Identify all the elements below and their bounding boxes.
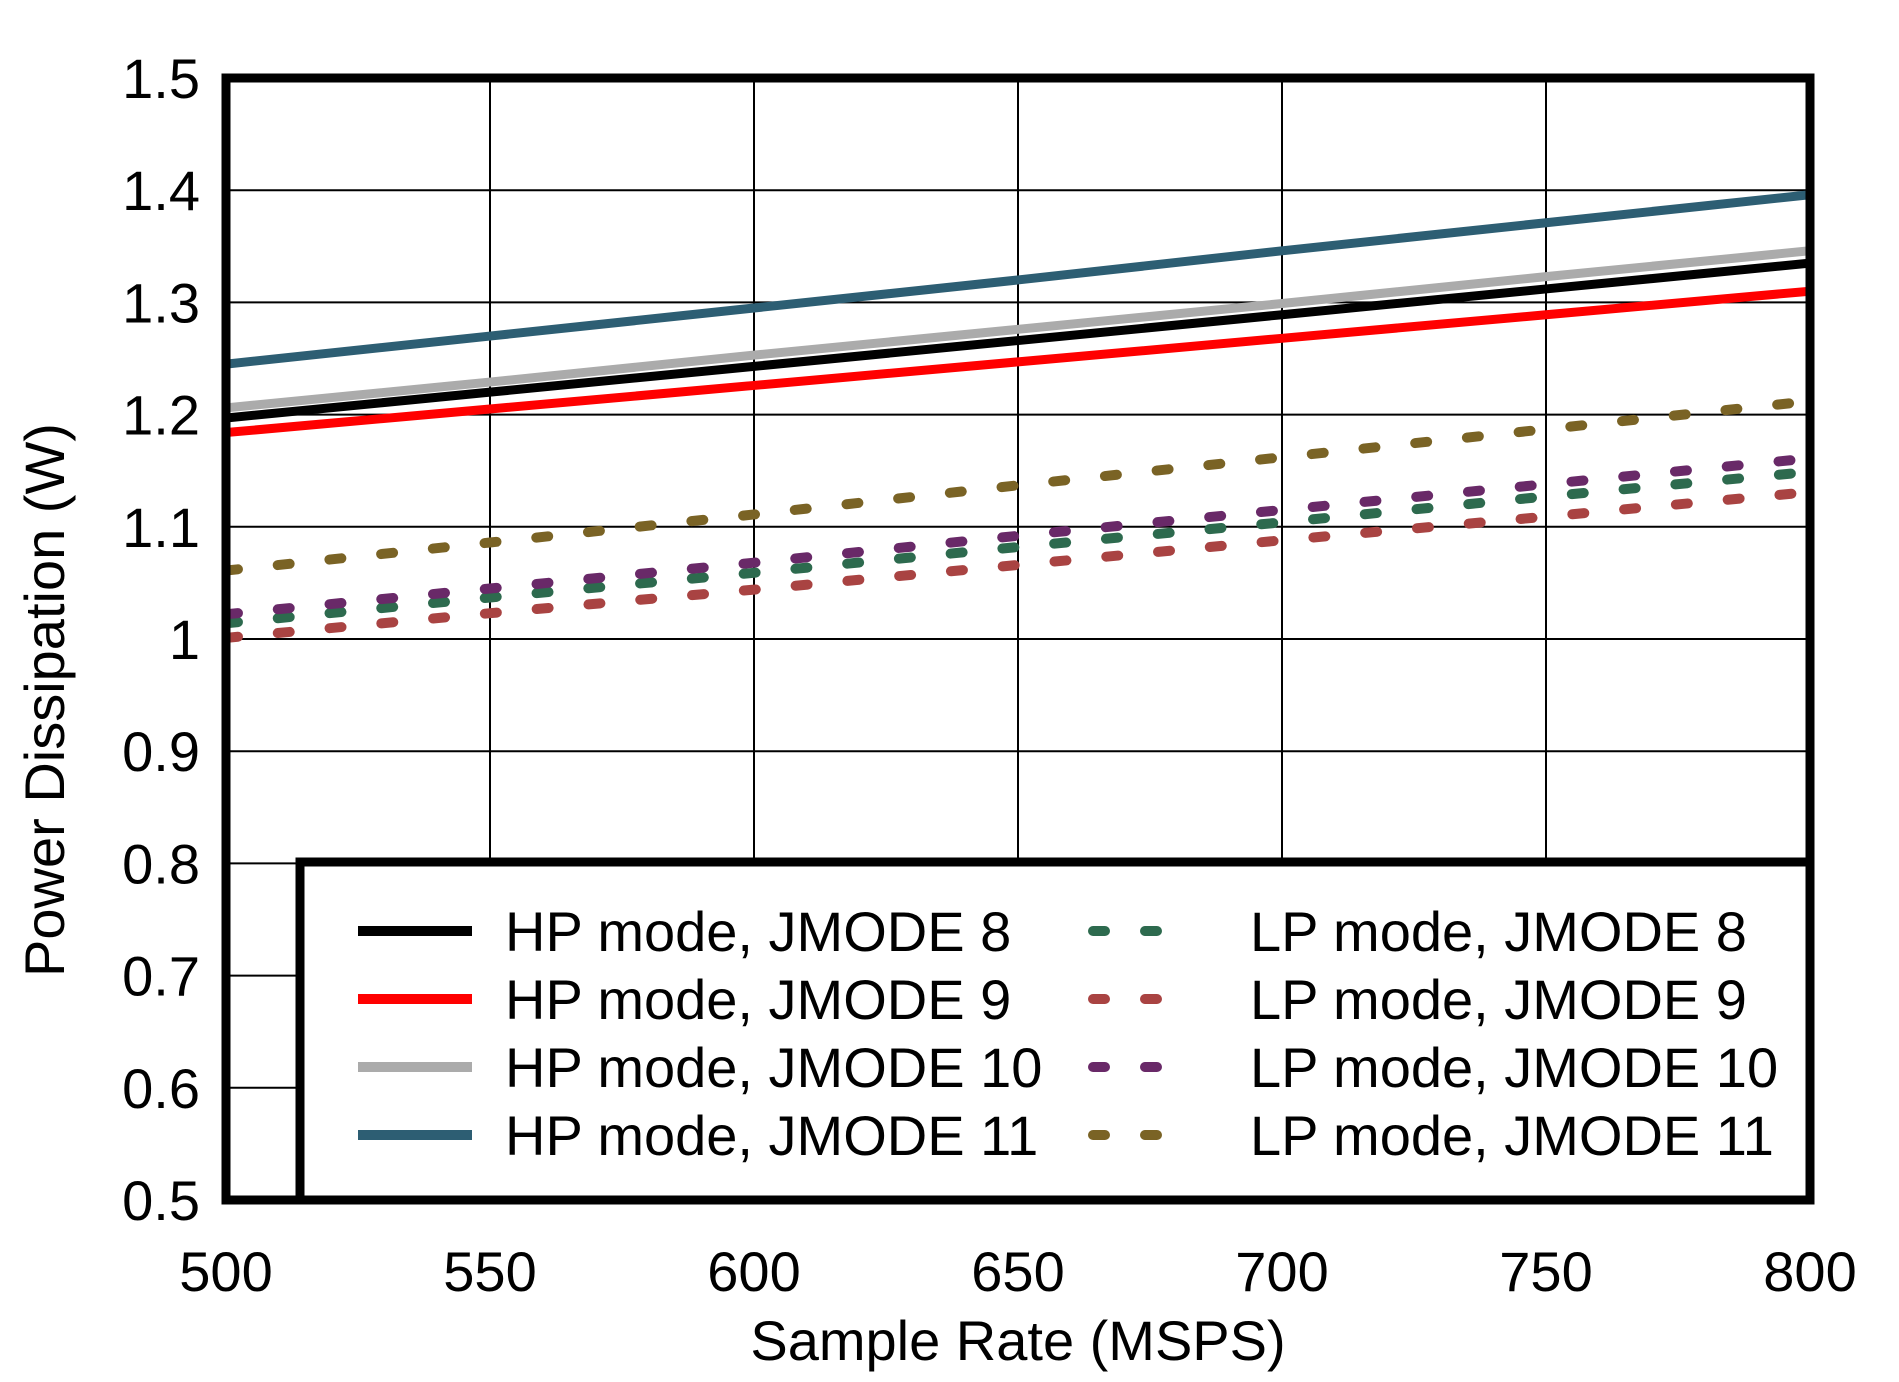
legend-item-hp-mode-jmode-9: HP mode, JMODE 9 (358, 968, 1011, 1031)
y-tick-label: 0.8 (122, 832, 200, 895)
legend-item-hp-mode-jmode-11: HP mode, JMODE 11 (358, 1104, 1038, 1167)
x-tick-label: 750 (1499, 1240, 1592, 1303)
y-tick-label: 1.3 (122, 271, 200, 334)
y-tick-label: 0.5 (122, 1169, 200, 1232)
y-tick-label: 1.4 (122, 159, 200, 222)
axis-ticks: 500 550 600 650 700 750 800 0.5 0.6 0.7 0.8 0.9 1 1.1… (122, 47, 1857, 1303)
series-lp-mode-jmode-8 (226, 466, 1810, 629)
y-tick-label: 0.9 (122, 720, 200, 783)
legend: HP mode, JMODE 8HP mode, JMODE 9HP mode,… (295, 857, 1815, 1205)
x-axis-label: Sample Rate (MSPS) (750, 1309, 1285, 1372)
x-tick-label: 800 (1763, 1240, 1856, 1303)
y-axis-label: Power Dissipation (W) (13, 423, 76, 977)
series-lp-mode-jmode-9 (226, 487, 1810, 643)
series-lp-mode-jmode-10 (226, 453, 1810, 620)
x-tick-label: 600 (707, 1240, 800, 1303)
y-tick-label: 1.1 (122, 496, 200, 559)
y-tick-label: 1.5 (122, 47, 200, 110)
legend-item-hp-mode-jmode-8: HP mode, JMODE 8 (358, 900, 1011, 963)
legend-label: HP mode, JMODE 9 (505, 968, 1011, 1031)
x-tick-label: 700 (1235, 1240, 1328, 1303)
legend-item-lp-mode-jmode-10: LP mode, JMODE 10 (1088, 1036, 1778, 1099)
legend-item-lp-mode-jmode-8: LP mode, JMODE 8 (1088, 900, 1747, 963)
series-hp-mode-jmode-9 (226, 286, 1810, 438)
series-hp-mode-jmode-8 (226, 258, 1810, 423)
y-tick-label: 0.7 (122, 945, 200, 1008)
legend-item-lp-mode-jmode-9: LP mode, JMODE 9 (1088, 968, 1747, 1031)
y-tick-label: 1.2 (122, 384, 200, 447)
legend-label: HP mode, JMODE 10 (505, 1036, 1042, 1099)
y-tick-label: 0.6 (122, 1057, 200, 1120)
legend-label: LP mode, JMODE 11 (1250, 1104, 1774, 1167)
legend-label: HP mode, JMODE 11 (505, 1104, 1038, 1167)
legend-label: LP mode, JMODE 9 (1250, 968, 1747, 1031)
legend-label: LP mode, JMODE 10 (1250, 1036, 1778, 1099)
x-tick-label: 500 (179, 1240, 272, 1303)
series-hp-mode-jmode-10 (226, 246, 1810, 413)
legend-item-lp-mode-jmode-11: LP mode, JMODE 11 (1088, 1104, 1774, 1167)
series-lp-mode-jmode-11 (226, 396, 1810, 576)
x-tick-label: 550 (443, 1240, 536, 1303)
legend-item-hp-mode-jmode-10: HP mode, JMODE 10 (358, 1036, 1042, 1099)
legend-label: HP mode, JMODE 8 (505, 900, 1011, 963)
legend-label: LP mode, JMODE 8 (1250, 900, 1747, 963)
series-hp-mode-jmode-11 (226, 190, 1810, 369)
legend-box (295, 857, 1815, 1205)
y-tick-label: 1 (169, 608, 200, 671)
x-tick-label: 650 (971, 1240, 1064, 1303)
series-group (226, 190, 1810, 643)
